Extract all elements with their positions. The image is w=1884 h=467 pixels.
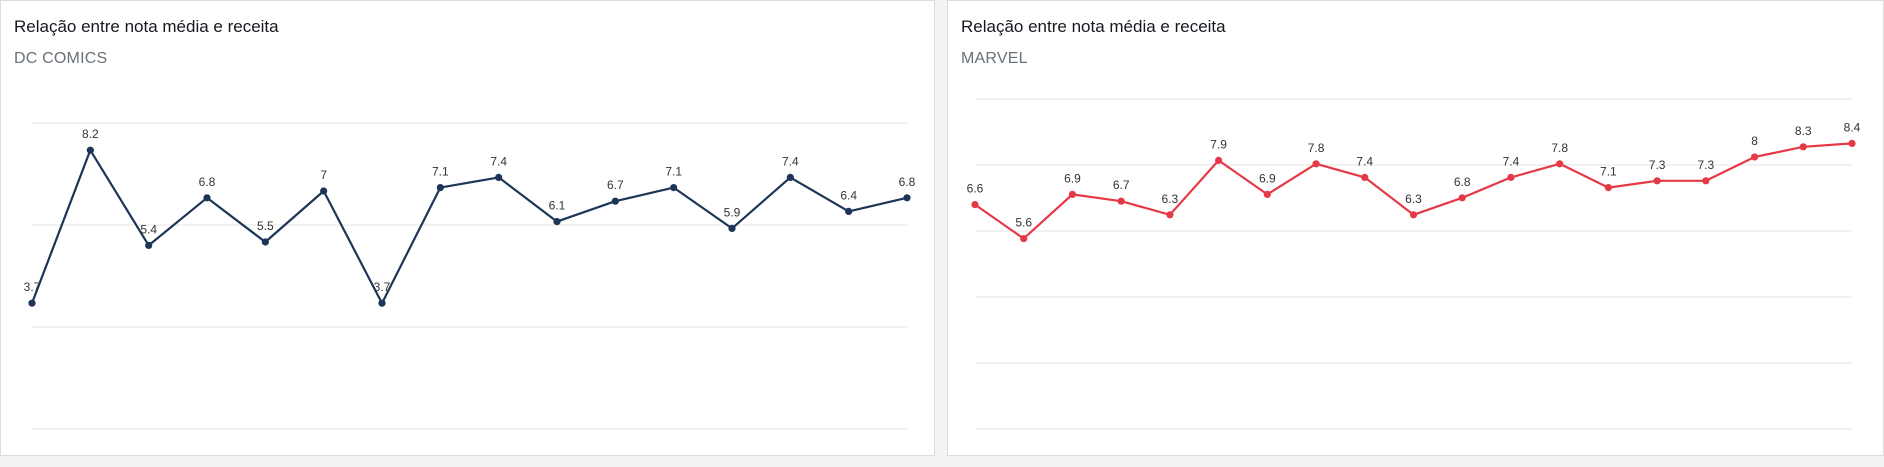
data-point[interactable] [971,201,979,209]
data-point[interactable] [495,173,503,181]
data-label: 7.1 [432,165,449,179]
data-point[interactable] [1409,211,1418,219]
chart-title: Relação entre nota média e receita [961,17,1226,36]
data-label: 6.3 [1162,192,1179,206]
data-label: 3.7 [24,280,41,294]
data-label: 5.4 [140,222,157,236]
data-point[interactable] [1361,173,1369,181]
data-point[interactable] [1750,153,1759,161]
data-label: 6.9 [1064,171,1081,185]
data-point[interactable] [378,299,386,307]
data-point[interactable] [1848,139,1856,147]
data-point[interactable] [1458,194,1466,202]
data-label: 7.8 [1308,141,1325,155]
data-label: 7.1 [665,165,682,179]
chart-panel-dc: Relação entre nota média e receita DC CO… [0,0,935,456]
data-label: 8.4 [1844,120,1861,134]
data-point[interactable] [203,194,211,202]
data-label: 7.4 [782,154,799,168]
chart-panel-marvel: Relação entre nota média e receita MARVE… [947,0,1884,456]
data-point[interactable] [1312,160,1320,168]
data-label: 6.8 [899,175,916,189]
data-point[interactable] [786,173,794,181]
data-point[interactable] [553,218,561,226]
data-label: 8.3 [1795,124,1812,138]
data-label: 6.9 [1259,171,1276,185]
data-point[interactable] [320,187,328,195]
data-point[interactable] [145,241,153,249]
data-label: 6.4 [840,188,857,202]
data-label: 8.2 [82,127,99,141]
data-point[interactable] [1166,211,1174,219]
data-label: 7.9 [1210,137,1227,151]
data-point[interactable] [1117,197,1125,205]
data-label: 7.4 [1356,154,1373,168]
data-label: 6.8 [1454,175,1471,189]
data-label: 6.7 [607,178,624,192]
chart-subtitle: DC COMICS [14,50,108,67]
data-point[interactable] [1702,177,1710,185]
chart-subtitle: MARVEL [961,50,1028,67]
data-label: 7.4 [490,154,507,168]
data-label: 7.4 [1503,154,1520,168]
data-point[interactable] [28,299,36,307]
data-point[interactable] [436,184,444,192]
data-label: 7.3 [1649,158,1666,172]
data-point[interactable] [1653,177,1661,185]
data-point[interactable] [1215,156,1223,164]
data-point[interactable] [1556,160,1564,168]
data-point[interactable] [845,207,853,215]
data-point[interactable] [86,146,94,154]
data-point[interactable] [1604,184,1612,192]
series-line [30,149,908,305]
line-chart-dc: 3.7 8.2 5.4 6.8 5.5 7 3.7 7.1 7.4 6.1 6.7 7.1 5.9 7.4… [24,122,916,430]
data-point[interactable] [1507,173,1515,181]
data-point[interactable] [1020,235,1028,243]
data-point[interactable] [261,238,269,246]
grid [32,122,907,430]
data-label: 8 [1751,134,1758,148]
data-point[interactable] [1263,190,1271,198]
data-label: 6.1 [549,199,566,213]
data-point[interactable] [611,197,619,205]
data-label: 6.3 [1405,192,1422,206]
data-label: 7.1 [1600,165,1617,179]
data-label: 7.3 [1697,158,1714,172]
data-point[interactable] [728,224,736,232]
data-label: 7 [320,168,327,182]
data-label: 6.6 [967,182,984,196]
data-label: 6.8 [199,175,216,189]
chart-title: Relação entre nota média e receita [14,17,279,36]
data-point[interactable] [903,194,911,202]
line-chart-marvel: 6.6 5.6 6.9 6.7 6.3 7.9 6.9 7.8 7.4 6.3 6.8 7.4 7.8 7… [967,98,1861,430]
data-point[interactable] [1068,190,1077,198]
data-label: 5.9 [724,205,741,219]
data-label: 6.7 [1113,178,1130,192]
data-point[interactable] [1799,143,1807,151]
data-label: 3.7 [374,280,391,294]
data-label: 5.5 [257,219,274,233]
data-point[interactable] [670,184,678,192]
grid [975,98,1852,430]
data-label: 7.8 [1551,141,1568,155]
data-label: 5.6 [1015,216,1032,230]
